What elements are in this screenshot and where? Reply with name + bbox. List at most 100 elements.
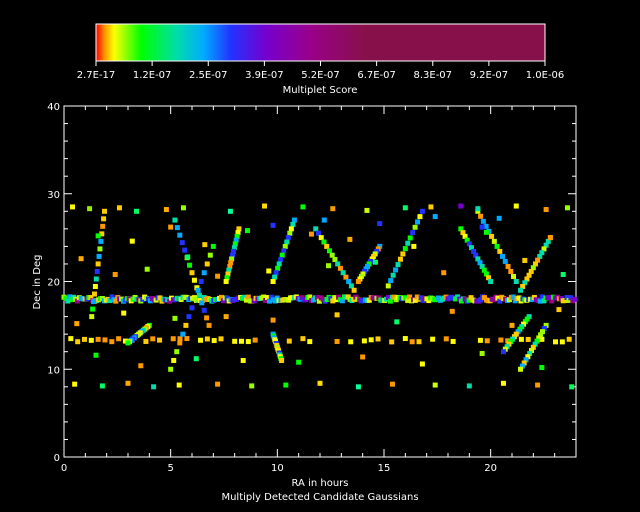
track-marker: [527, 351, 533, 357]
track-marker: [368, 258, 374, 264]
secondary-band-marker: [505, 338, 511, 344]
track-marker: [502, 346, 508, 352]
track-marker: [168, 366, 174, 372]
data-point: [70, 204, 76, 210]
track-marker: [460, 230, 466, 236]
data-markers: [61, 203, 578, 390]
track-marker: [541, 326, 547, 332]
secondary-band-marker: [539, 336, 545, 342]
data-point: [180, 205, 186, 211]
band-marker: [330, 298, 336, 304]
track-marker: [473, 252, 479, 258]
data-point: [144, 266, 150, 272]
data-point: [72, 381, 78, 387]
data-point: [163, 207, 169, 213]
track-marker: [95, 261, 101, 267]
track-marker: [543, 322, 549, 328]
track-marker: [407, 235, 413, 241]
track-marker: [329, 252, 335, 258]
data-point: [377, 221, 383, 227]
band-marker: [541, 298, 547, 304]
y-tick-label: 20: [47, 278, 60, 289]
track-marker: [91, 299, 97, 305]
data-point: [112, 271, 118, 277]
track-marker: [526, 272, 532, 278]
secondary-band-marker: [300, 336, 306, 342]
track-marker: [179, 240, 185, 246]
track-marker: [511, 334, 517, 340]
track-marker: [96, 253, 102, 259]
track-marker: [287, 230, 293, 236]
band-marker: [251, 298, 257, 304]
track-marker: [374, 248, 380, 254]
data-point: [394, 319, 400, 325]
data-point: [556, 307, 562, 313]
track-marker: [536, 335, 542, 341]
track-marker: [93, 276, 99, 282]
data-point: [419, 361, 425, 367]
data-point: [121, 310, 127, 316]
track-marker: [276, 261, 282, 267]
secondary-band-marker: [88, 337, 94, 343]
track-marker: [393, 267, 399, 273]
track-marker: [518, 366, 524, 372]
data-point: [193, 356, 199, 362]
data-point: [300, 204, 306, 210]
track-marker: [365, 263, 371, 269]
track-marker: [351, 287, 357, 293]
track-marker: [530, 265, 536, 271]
secondary-band-marker: [286, 338, 292, 344]
secondary-band-marker: [150, 336, 156, 342]
track-marker: [224, 275, 230, 281]
track-marker: [204, 315, 210, 321]
axis-ticks: 0 5 10 15 20 0 10 20 30 40: [47, 102, 577, 474]
track-marker: [390, 272, 396, 278]
data-point: [262, 203, 268, 209]
data-point: [330, 206, 336, 212]
track-marker: [97, 246, 103, 252]
track-marker: [191, 277, 197, 283]
track-marker: [532, 261, 538, 267]
track-marker: [236, 226, 242, 232]
track-marker: [290, 221, 296, 227]
track-marker: [519, 324, 525, 330]
data-point: [560, 271, 566, 277]
x-tick-label: 20: [484, 463, 497, 474]
band-marker: [366, 297, 372, 303]
band-marker: [426, 298, 432, 304]
data-point: [134, 208, 140, 214]
secondary-band-marker: [477, 337, 483, 343]
secondary-band-marker: [184, 336, 190, 342]
band-marker: [491, 297, 497, 303]
track-marker: [523, 357, 529, 363]
secondary-band-marker: [518, 336, 524, 342]
band-marker: [385, 295, 391, 301]
track-marker: [508, 339, 514, 345]
band-marker: [63, 295, 69, 301]
track-marker: [511, 273, 517, 279]
track-marker: [483, 223, 489, 229]
band-marker: [307, 294, 313, 300]
track-marker: [187, 262, 193, 268]
secondary-band-marker: [109, 339, 115, 345]
track-marker: [340, 270, 346, 276]
track-marker: [480, 218, 486, 224]
band-marker: [387, 298, 393, 304]
data-point: [227, 208, 233, 214]
colorbar-tick-label: 1.2E-07: [133, 70, 172, 81]
band-marker: [67, 294, 73, 300]
track-marker: [99, 231, 105, 237]
track-marker: [313, 226, 319, 232]
track-marker: [335, 261, 341, 267]
colorbar-ticks: 2.7E-17 1.2E-07 2.5E-07 3.9E-07 5.2E-07 6.7E-…: [77, 61, 564, 81]
data-point: [93, 352, 99, 358]
track-marker: [521, 321, 527, 327]
track-marker: [524, 276, 530, 282]
data-point: [372, 259, 378, 265]
data-point: [483, 229, 489, 235]
track-marker: [539, 250, 545, 256]
track-marker: [402, 246, 408, 252]
y-axis-label: Dec in Deg: [32, 254, 43, 309]
secondary-band-marker: [177, 336, 183, 342]
data-point: [223, 314, 229, 320]
